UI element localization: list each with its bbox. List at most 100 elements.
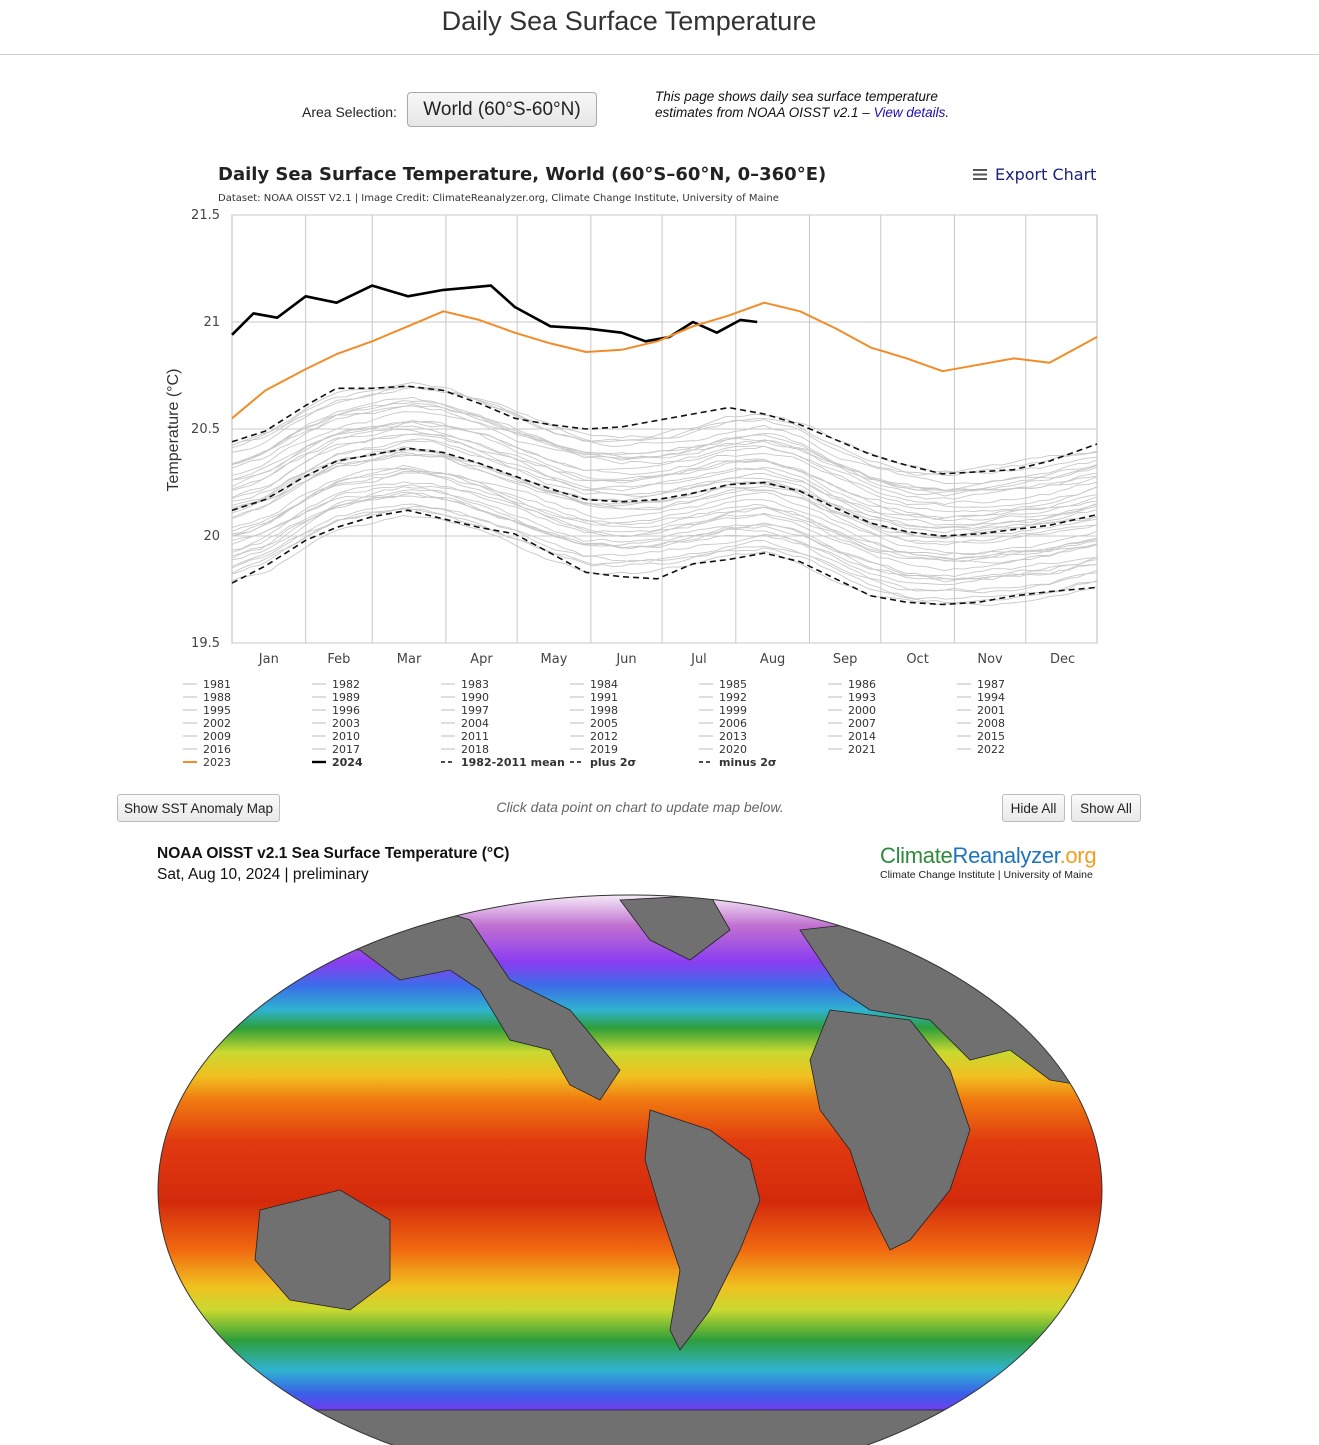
export-chart-button[interactable]: Export Chart [973, 165, 1096, 184]
chart-title: Daily Sea Surface Temperature, World (60… [218, 164, 826, 185]
sst-map-image[interactable] [150, 890, 1110, 1445]
historical-year-line [231, 449, 1098, 529]
intro-body: This page shows daily sea surface temper… [655, 89, 938, 120]
legend-item[interactable]: 1996 [332, 704, 360, 717]
logo-part-3: .org [1059, 843, 1097, 868]
historical-year-line [231, 489, 1098, 577]
legend-item[interactable]: 2003 [332, 717, 360, 730]
legend-item[interactable]: minus 2σ [719, 756, 777, 769]
intro-text: This page shows daily sea surface temper… [655, 89, 975, 121]
sst-map[interactable] [150, 890, 1110, 1445]
historical-year-line [231, 446, 1098, 539]
legend-item[interactable]: 1982-2011 mean [461, 756, 565, 769]
historical-year-line [231, 465, 1098, 561]
historical-year-line [231, 433, 1098, 526]
legend-item[interactable]: 2019 [590, 743, 618, 756]
legend-item[interactable]: plus 2σ [590, 756, 636, 769]
legend-item[interactable]: 1984 [590, 678, 618, 691]
legend-item[interactable]: 2022 [977, 743, 1005, 756]
legend-item[interactable]: 2023 [203, 756, 231, 769]
legend-item[interactable]: 2001 [977, 704, 1005, 717]
export-chart-label: Export Chart [995, 165, 1097, 184]
x-tick-label: Jun [615, 652, 636, 667]
show-anomaly-map-button[interactable]: Show SST Anomaly Map [117, 794, 280, 822]
logo-part-2: Reanalyzer [952, 843, 1060, 868]
legend-item[interactable]: 1989 [332, 691, 360, 704]
y-tick-label: 21 [203, 315, 220, 330]
legend-item[interactable]: 2021 [848, 743, 876, 756]
area-selection-dropdown[interactable]: World (60°S-60°N) [407, 92, 597, 127]
legend-item[interactable]: 2012 [590, 730, 618, 743]
legend-item[interactable]: 2017 [332, 743, 360, 756]
legend-item[interactable]: 2004 [461, 717, 489, 730]
historical-year-lines [231, 382, 1098, 606]
legend-item[interactable]: 1999 [719, 704, 747, 717]
view-details-link[interactable]: View details [873, 105, 946, 120]
historical-year-line [231, 400, 1098, 492]
legend-item[interactable]: 1993 [848, 691, 876, 704]
highlight-series [231, 284, 1098, 606]
series-line-mean[interactable] [231, 447, 1098, 537]
x-tick-label: Dec [1050, 652, 1075, 667]
legend-item[interactable]: 1987 [977, 678, 1005, 691]
australia [254, 1189, 391, 1311]
historical-year-line [231, 421, 1098, 505]
y-axis-label: Temperature (°C) [165, 369, 182, 492]
legend-item[interactable]: 2024 [332, 756, 363, 769]
legend-item[interactable]: 2013 [719, 730, 747, 743]
series-line-2023[interactable] [231, 301, 1098, 420]
legend-item[interactable]: 1991 [590, 691, 618, 704]
legend-item[interactable]: 1985 [719, 678, 747, 691]
series-line-plus-2sigma[interactable] [231, 385, 1098, 475]
legend-item[interactable]: 2020 [719, 743, 747, 756]
historical-year-line [231, 481, 1098, 572]
x-tick-label: May [541, 652, 568, 667]
show-all-button[interactable]: Show All [1071, 794, 1141, 822]
historical-year-line [231, 484, 1098, 564]
legend-item[interactable]: 2007 [848, 717, 876, 730]
historical-year-line [231, 385, 1098, 473]
ocean-temperature [158, 895, 1102, 1445]
legend-item[interactable]: 1990 [461, 691, 489, 704]
legend-item[interactable]: 1995 [203, 704, 231, 717]
legend-item[interactable]: 2002 [203, 717, 231, 730]
legend-item[interactable]: 1998 [590, 704, 618, 717]
series-line-minus-2sigma[interactable] [231, 509, 1098, 606]
x-tick-label: Nov [977, 652, 1003, 667]
x-tick-label: Mar [397, 652, 422, 667]
page-title: Daily Sea Surface Temperature [441, 6, 817, 36]
legend-item[interactable]: 2006 [719, 717, 747, 730]
legend-item[interactable]: 1988 [203, 691, 231, 704]
legend-item[interactable]: 2005 [590, 717, 618, 730]
legend-item[interactable]: 1986 [848, 678, 876, 691]
hide-all-button[interactable]: Hide All [1002, 794, 1065, 822]
x-tick-label: Apr [470, 652, 493, 667]
legend-item[interactable]: 1994 [977, 691, 1005, 704]
menu-icon [973, 169, 987, 180]
legend-item[interactable]: 2008 [977, 717, 1005, 730]
historical-year-line [231, 453, 1098, 544]
legend-item[interactable]: 1981 [203, 678, 231, 691]
x-tick-label: Aug [760, 652, 785, 667]
chart-canvas[interactable]: Daily Sea Surface Temperature, World (60… [150, 155, 1150, 780]
legend-item[interactable]: 2010 [332, 730, 360, 743]
legend-item[interactable]: 2015 [977, 730, 1005, 743]
legend-item[interactable]: 1983 [461, 678, 489, 691]
chart-legend[interactable]: 1981 1982 1983 1984 1985 1986 1987 1988 1989 1990… [183, 678, 1005, 769]
north-america [299, 895, 621, 1101]
legend-item[interactable]: 1992 [719, 691, 747, 704]
legend-item[interactable]: 2011 [461, 730, 489, 743]
legend-item[interactable]: 2016 [203, 743, 231, 756]
historical-year-line [231, 438, 1098, 529]
legend-item[interactable]: 2014 [848, 730, 876, 743]
legend-item[interactable]: 1982 [332, 678, 360, 691]
climate-reanalyzer-logo: ClimateReanalyzer.org [880, 843, 1097, 869]
historical-year-line [231, 396, 1098, 494]
legend-item[interactable]: 1997 [461, 704, 489, 717]
historical-year-line [231, 495, 1098, 583]
legend-item[interactable]: 2009 [203, 730, 231, 743]
series-line-2024[interactable] [231, 284, 758, 343]
x-tick-label: Feb [327, 652, 350, 667]
legend-item[interactable]: 2000 [848, 704, 876, 717]
legend-item[interactable]: 2018 [461, 743, 489, 756]
